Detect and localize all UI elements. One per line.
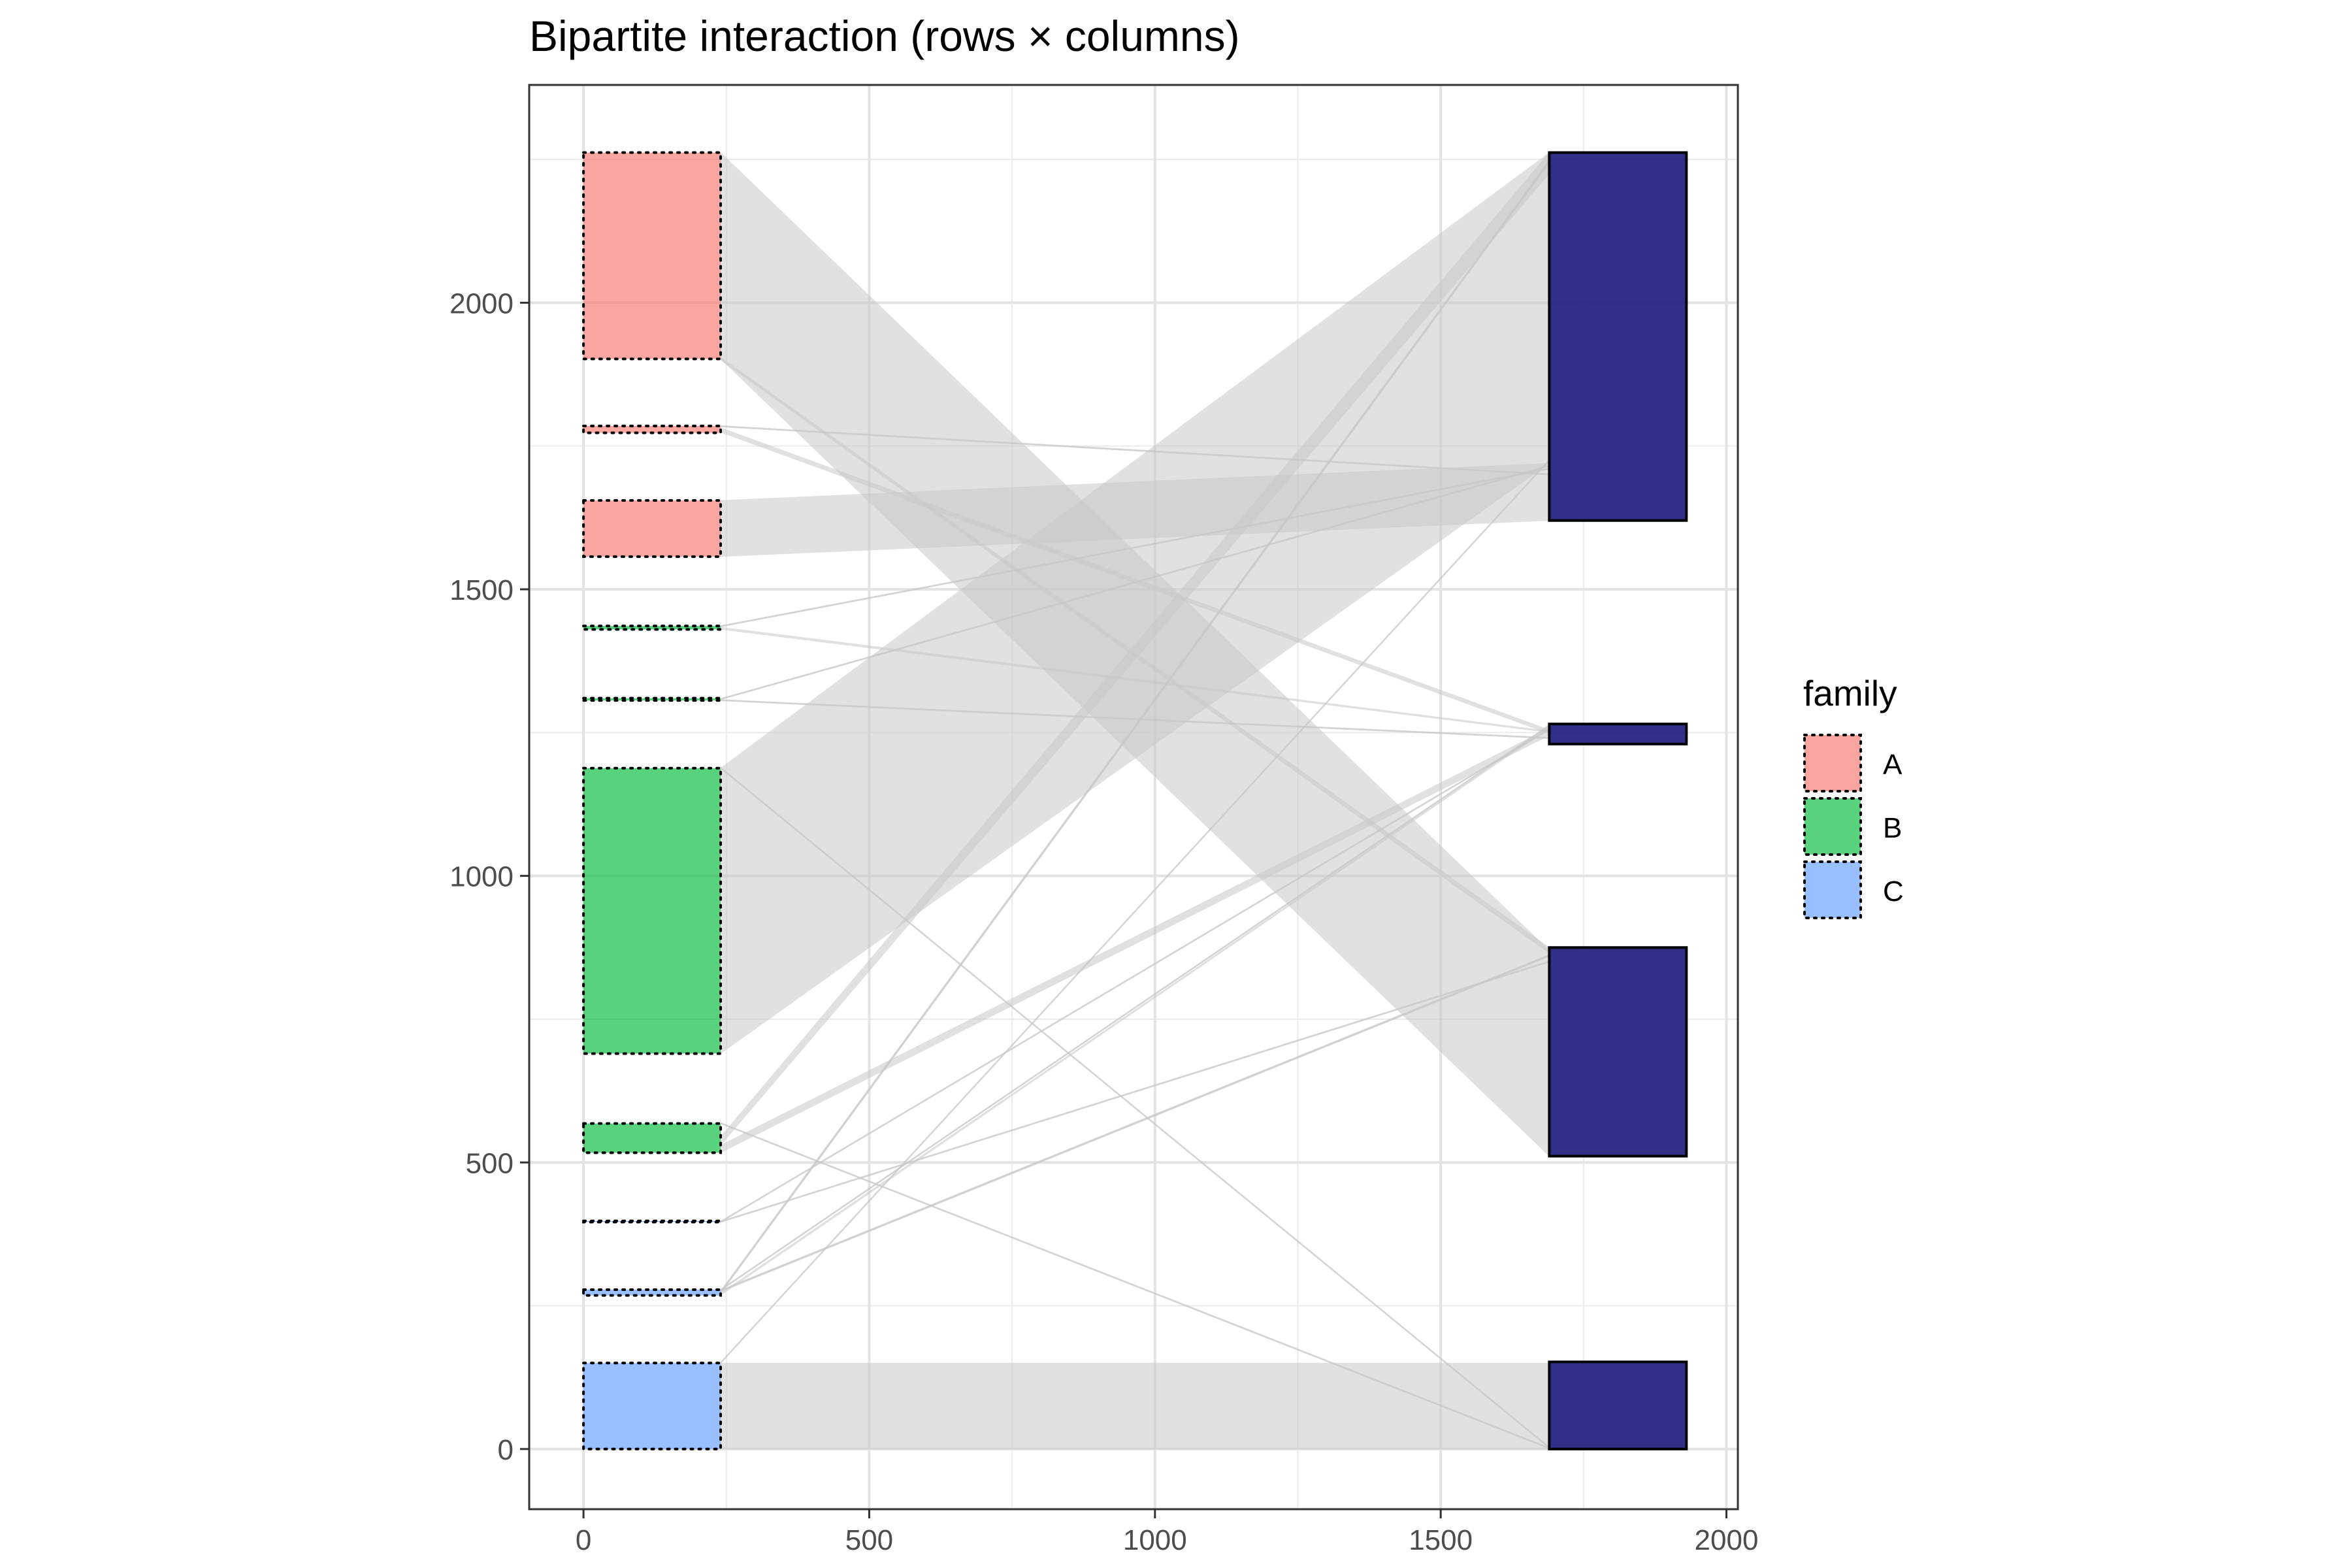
link-ribbon [720,1362,1550,1450]
right-box [1548,946,1688,1158]
left-box-A [582,424,723,434]
legend-key-B [1803,797,1862,856]
left-box-B [582,625,723,631]
x-tick-label: 1000 [1123,1524,1187,1556]
left-box-B [582,696,723,702]
y-axis: 0 500 1000 1500 2000 [449,287,529,1466]
left-box-A [582,499,723,558]
left-box-A [582,151,723,361]
x-tick-label: 2000 [1695,1524,1759,1556]
y-tick-label: 500 [466,1147,514,1179]
x-tick-label: 1500 [1409,1524,1473,1556]
x-axis: 0 500 1000 1500 2000 [576,1509,1759,1556]
left-box-B [582,1122,723,1154]
x-tick-label: 0 [576,1524,591,1556]
y-tick-label: 1000 [449,861,514,893]
plot-border [528,84,1739,1511]
y-tick-label: 0 [498,1434,514,1466]
left-box-C [582,1219,723,1224]
right-box [1548,723,1688,745]
legend-label-A: A [1883,749,1903,781]
legend-label-C: C [1883,875,1904,907]
y-tick-label: 1500 [449,574,514,606]
y-tick-label: 2000 [449,287,514,319]
legend: family ABC [1803,673,1904,919]
chart-title: Bipartite interaction (rows × columns) [529,12,1240,60]
left-box-C [582,1288,723,1297]
legend-title: family [1803,673,1897,713]
right-box [1548,1360,1688,1450]
legend-label-B: B [1883,812,1902,844]
left-box-B [582,766,723,1055]
legend-key-A [1803,734,1862,792]
right-box [1548,151,1688,522]
links [720,152,1550,1450]
left-boxes [582,151,723,1450]
right-boxes [1548,151,1688,1450]
left-box-C [582,1362,723,1450]
legend-key-C [1803,860,1862,919]
x-tick-label: 500 [845,1524,893,1556]
